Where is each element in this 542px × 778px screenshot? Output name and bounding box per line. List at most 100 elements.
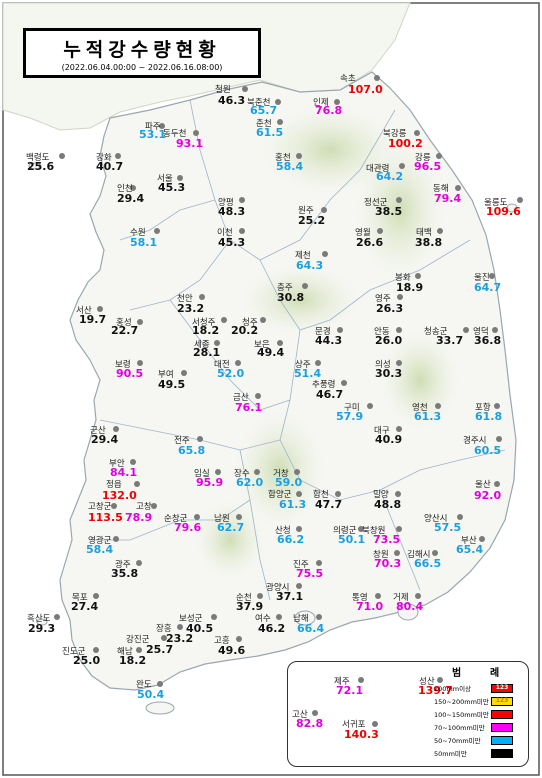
station-dot	[157, 681, 163, 687]
station-dot	[130, 459, 136, 465]
station-name: 인천	[117, 184, 133, 194]
legend-row: 50~70mm미만	[434, 735, 526, 747]
station-name: 의성	[375, 360, 391, 370]
station-rainfall-value: 25.0	[73, 654, 101, 667]
station-dot	[463, 327, 469, 333]
station-rainfall-value: 140.3	[344, 728, 379, 741]
station-dot	[375, 593, 381, 599]
station-rainfall-value: 45.3	[158, 181, 186, 194]
station-dot	[489, 273, 495, 279]
legend-label: 70~100mm미만	[434, 724, 485, 732]
station-dot	[115, 153, 121, 159]
station-name: 춘천	[256, 119, 272, 129]
station-rainfall-value: 36.8	[474, 334, 502, 347]
station-dot	[136, 647, 142, 653]
station-dot	[235, 360, 241, 366]
mountain-shade	[235, 410, 325, 530]
station-name: 완도	[136, 680, 152, 690]
island-namhae	[294, 610, 316, 626]
station-name: 장수	[234, 469, 250, 479]
station-dot	[136, 560, 142, 566]
station-name: 함양군	[268, 490, 292, 500]
station-rainfall-value: 38.5	[375, 205, 403, 218]
station-rainfall-value: 29.4	[117, 192, 145, 205]
station-name: 대전	[214, 360, 230, 370]
station-name: 남해	[293, 614, 309, 624]
station-name: 서청주	[192, 318, 216, 328]
station-name: 거제	[393, 593, 409, 603]
station-dot	[199, 294, 205, 300]
station-name: 홍천	[275, 153, 291, 163]
station-rainfall-value: 70.3	[374, 557, 402, 570]
legend-swatch	[491, 710, 513, 719]
station-name: 성산	[419, 677, 435, 687]
station-rainfall-value: 92.0	[474, 489, 502, 502]
station-rainfall-value: 82.8	[296, 717, 324, 730]
station-name: 보은	[254, 340, 270, 350]
station-dot	[59, 153, 65, 159]
station-name: 순천	[236, 593, 252, 603]
station-name: 홍성	[116, 318, 132, 328]
station-dot	[322, 251, 328, 257]
station-dot	[396, 526, 402, 532]
station-dot	[254, 469, 260, 475]
island-baengnyeong	[28, 162, 42, 170]
station-name: 강릉	[415, 153, 431, 163]
station-name: 여수	[255, 614, 271, 624]
page-title: 누적강수량현황	[63, 39, 221, 61]
station-rainfall-value: 57.5	[434, 521, 462, 534]
station-rainfall-value: 27.4	[71, 600, 99, 613]
legend-label: 50~70mm미만	[434, 737, 481, 745]
station-name: 파주	[145, 122, 161, 132]
station-dot	[435, 403, 441, 409]
station-rainfall-value: 50.4	[137, 688, 165, 701]
station-dot	[113, 426, 119, 432]
station-name: 북창원	[362, 526, 386, 536]
station-name: 목포	[72, 593, 88, 603]
station-rainfall-value: 51.4	[294, 367, 322, 380]
station-dot	[294, 469, 300, 475]
station-rainfall-value: 60.5	[474, 444, 502, 457]
station-rainfall-value: 90.5	[116, 367, 144, 380]
station-name: 제천	[295, 251, 311, 261]
station-rainfall-value: 58.4	[276, 160, 304, 173]
station-name: 포항	[475, 403, 491, 413]
station-rainfall-value: 38.8	[415, 236, 443, 249]
station-rainfall-value: 96.5	[414, 160, 442, 173]
station-rainfall-value: 61.5	[256, 126, 284, 139]
station-rainfall-value: 66.2	[277, 533, 305, 546]
station-rainfall-value: 47.7	[315, 498, 343, 511]
station-dot	[394, 550, 400, 556]
station-dot	[154, 228, 160, 234]
station-dot	[377, 228, 383, 234]
station-name: 봉화	[395, 273, 411, 283]
station-rainfall-value: 29.4	[91, 433, 119, 446]
station-rainfall-value: 65.8	[178, 444, 206, 457]
legend-swatch	[491, 736, 513, 745]
station-name: 구미	[344, 403, 360, 413]
station-name: 원주	[298, 206, 314, 216]
station-rainfall-value: 100.2	[388, 137, 423, 150]
station-rainfall-value: 80.4	[396, 600, 424, 613]
station-dot	[215, 469, 221, 475]
station-dot	[111, 503, 117, 509]
station-name: 보령	[115, 360, 131, 370]
station-dot	[275, 99, 281, 105]
station-rainfall-value: 75.5	[296, 567, 324, 580]
station-dot	[239, 197, 245, 203]
station-dot	[337, 327, 343, 333]
station-dot	[134, 481, 140, 487]
mountain-shade	[240, 265, 360, 335]
station-rainfall-value: 76.1	[235, 401, 263, 414]
station-rainfall-value: 95.9	[196, 476, 224, 489]
legend-row: 50mm미만	[434, 748, 526, 760]
station-name: 영광군	[88, 536, 112, 546]
station-rainfall-value: 78.9	[125, 511, 153, 524]
station-name: 서귀포	[342, 720, 366, 730]
station-rainfall-value: 49.4	[257, 346, 285, 359]
station-name: 정선군	[364, 198, 388, 208]
station-dot	[296, 526, 302, 532]
station-dot	[316, 560, 322, 566]
station-dot	[113, 536, 119, 542]
